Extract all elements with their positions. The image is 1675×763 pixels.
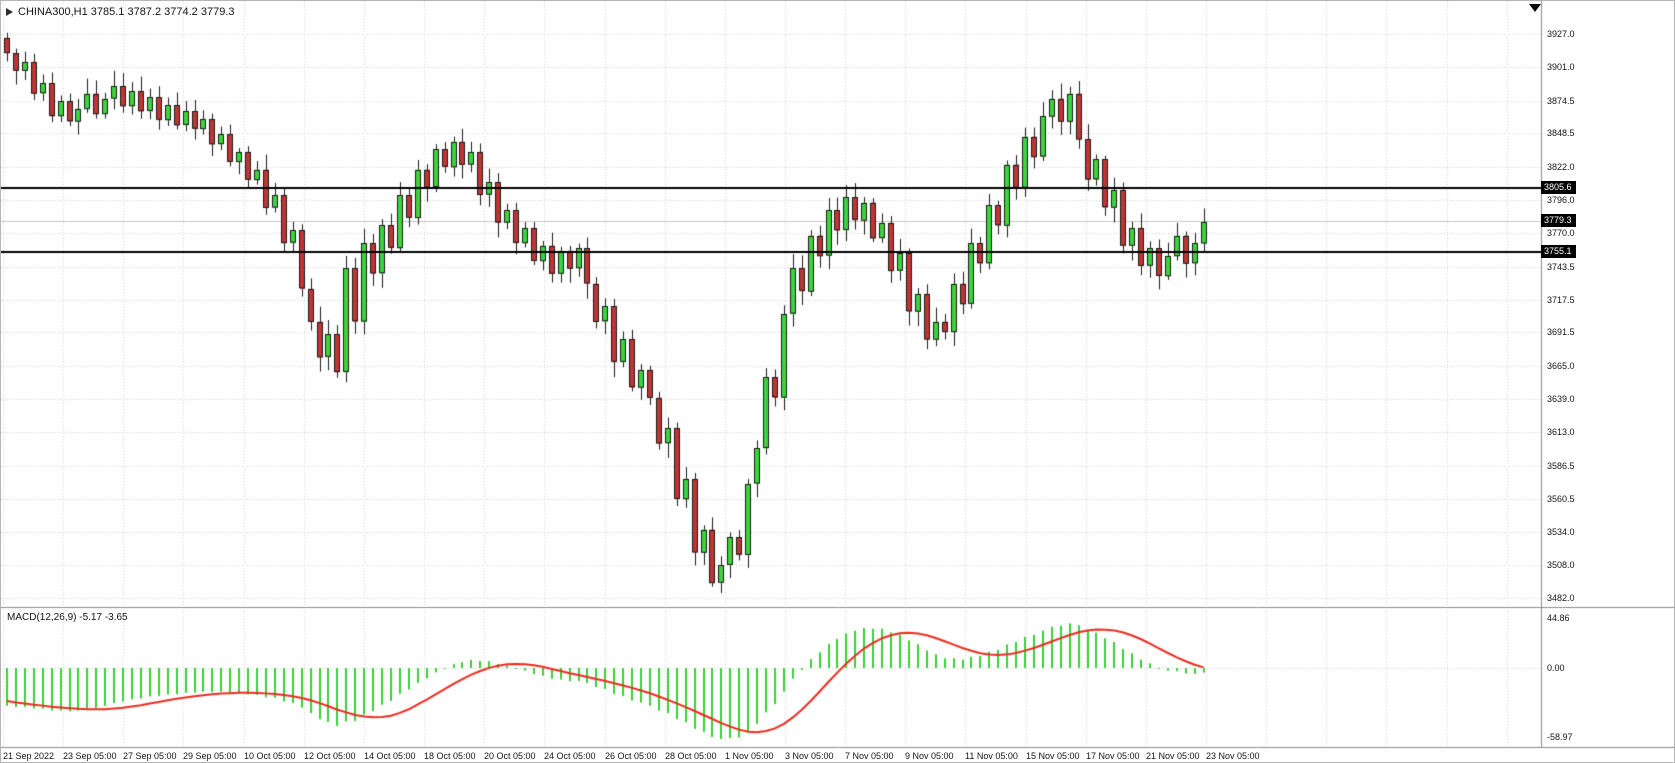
macd-indicator-label: MACD(12,26,9) -5.17 -3.65	[7, 612, 128, 623]
scroll-to-latest-icon[interactable]	[1529, 4, 1541, 12]
time-axis[interactable]	[1, 747, 1674, 762]
price-axis[interactable]	[1541, 1, 1674, 747]
symbol-ohlc-label: CHINA300,H1 3785.1 3787.2 3774.2 3779.3	[18, 6, 235, 18]
symbol-marker-icon[interactable]	[6, 8, 13, 16]
